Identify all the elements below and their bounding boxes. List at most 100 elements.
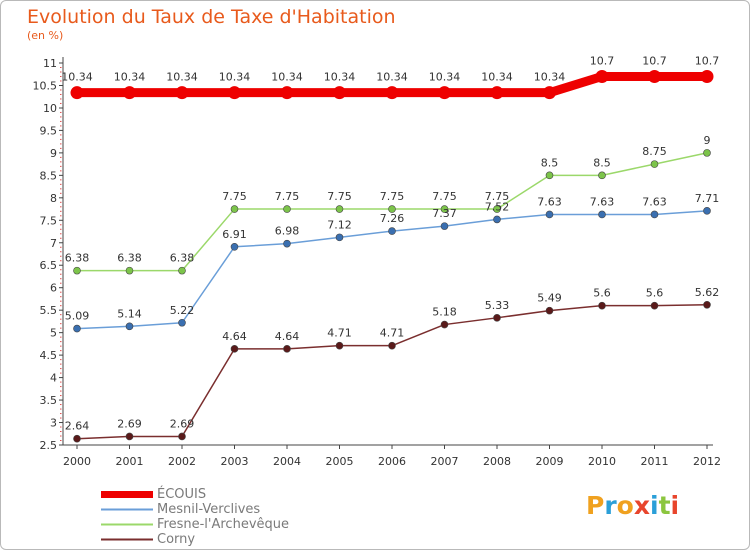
data-point [438,86,451,100]
y-minor-tick [60,75,62,77]
legend-item: ÉCOUIS [101,487,289,502]
data-label: 5.14 [117,307,142,320]
data-label: 10.34 [114,71,146,84]
data-label: 4.64 [222,330,247,343]
data-label: 6.98 [275,225,300,238]
brand-letter: i [670,491,680,520]
y-minor-tick [60,282,62,284]
y-tick-label: 7.5 [40,214,58,227]
data-point [598,210,606,219]
y-minor-tick [60,431,62,433]
data-label: 5.09 [65,310,90,323]
data-label: 10.34 [534,71,566,84]
data-label: 6.91 [222,228,247,241]
brand-letter: o [616,491,634,520]
chart-subtitle: (en %) [27,29,64,42]
data-label: 9 [704,134,711,147]
data-point [703,149,711,157]
data-label: 7.52 [485,200,510,213]
chart-title: Evolution du Taux de Taxe d'Habitation [27,6,396,28]
y-minor-tick [60,98,62,100]
y-tick-label: 6 [50,282,57,295]
y-minor-tick [60,116,62,118]
y-minor-tick [60,345,62,347]
data-label: 7.37 [432,207,457,220]
y-minor-tick [60,125,62,127]
data-label: 5.33 [485,299,510,312]
data-point [545,306,554,315]
data-point [333,86,346,100]
data-point [703,207,711,215]
data-point [388,341,396,350]
data-label: 7.75 [327,190,352,203]
brand-letter: x [633,491,650,520]
y-minor-tick [60,372,62,374]
y-minor-tick [60,215,62,217]
legend-label: Corny [157,532,196,547]
data-label: 7.75 [380,190,405,203]
brand-letter: t [658,491,671,520]
x-tick-label: 2010 [588,455,616,468]
x-tick-label: 2012 [693,455,721,468]
data-label: 10.7 [695,54,720,67]
legend-swatch [101,523,153,526]
data-point [545,171,554,180]
chart-legend: ÉCOUIS Mesnil-Verclives Fresne-l'Archevê… [101,487,289,547]
x-tick-label: 2001 [116,455,144,468]
data-label: 8.5 [541,156,559,169]
data-point [123,86,136,100]
y-minor-tick [60,386,62,388]
y-minor-tick [60,255,62,257]
y-minor-tick [60,71,62,73]
y-minor-tick [60,183,62,185]
y-minor-tick [60,251,62,253]
data-label: 10.34 [61,71,93,84]
y-tick-label: 9.5 [40,124,58,137]
y-minor-tick [60,350,62,352]
data-point [175,86,189,100]
y-minor-tick [60,395,62,397]
brand-letter: r [604,491,617,520]
data-point [490,86,504,100]
y-tick-label: 10 [43,102,57,115]
legend-item: Corny [101,532,289,547]
data-label: 7.63 [642,195,667,208]
y-minor-tick [60,426,62,428]
data-label: 7.75 [485,190,510,203]
y-minor-tick [60,408,62,410]
data-point [335,233,344,242]
y-tick-label: 4 [50,372,57,385]
data-label: 5.22 [170,304,195,317]
data-point [230,243,239,251]
data-point [228,86,241,100]
y-minor-tick [60,296,62,298]
y-tick-label: 8 [50,192,57,205]
y-tick-label: 2.5 [40,439,58,452]
data-point [388,227,396,235]
data-point [648,69,661,83]
data-label: 10.34 [219,71,251,84]
y-minor-tick [60,134,62,136]
data-label: 2.69 [117,417,142,430]
data-point [230,345,239,353]
data-label: 4.71 [380,327,405,340]
legend-label: ÉCOUIS [157,487,207,502]
y-minor-tick [60,228,62,230]
y-minor-tick [60,390,62,392]
y-minor-tick [60,170,62,172]
legend-label: Mesnil-Verclives [157,502,261,517]
y-minor-tick [60,201,62,203]
data-point [335,205,344,213]
y-tick-label: 5 [50,327,57,340]
y-minor-tick [60,413,62,415]
y-tick-label: 6.5 [40,259,58,272]
data-point [388,205,396,213]
data-point [703,300,711,309]
y-minor-tick [60,233,62,235]
y-minor-tick [60,143,62,145]
y-minor-tick [60,327,62,329]
data-label: 7.75 [275,190,300,203]
x-tick-label: 2007 [431,455,459,468]
